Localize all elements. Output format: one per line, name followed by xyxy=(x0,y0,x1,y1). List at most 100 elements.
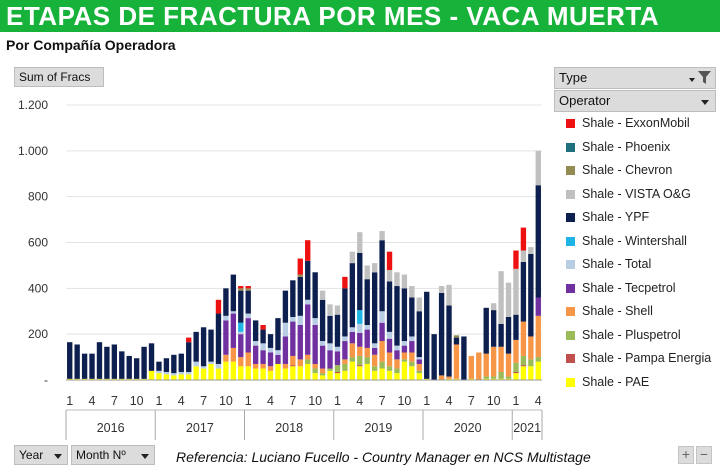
collapse-button[interactable]: − xyxy=(696,446,712,464)
value-field-button[interactable]: Sum of Fracs xyxy=(14,67,104,87)
y-tick-label: 600 xyxy=(28,236,48,250)
bar-segment xyxy=(416,357,422,360)
bar-segment xyxy=(468,378,475,380)
legend-field-button[interactable]: Operator xyxy=(554,90,716,112)
legend-item[interactable]: Shale - Pluspetrol xyxy=(566,326,681,344)
legend-item[interactable]: Shale - ExxonMobil xyxy=(566,114,690,132)
legend-item[interactable]: Shale - VISTA O&G xyxy=(566,185,691,203)
bar-segment xyxy=(305,354,311,360)
bar-segment xyxy=(386,338,393,353)
legend-item[interactable]: Shale - Pampa Energia xyxy=(566,349,711,367)
bar-segment xyxy=(357,252,363,311)
x-tick-label: 1 xyxy=(423,394,430,408)
x-tick-label: 4 xyxy=(89,394,96,408)
bar-segment xyxy=(327,368,333,371)
bar-segment xyxy=(208,361,214,364)
month-field-button[interactable]: Month Nº xyxy=(71,445,155,465)
bar-segment xyxy=(364,357,370,364)
bar-segment xyxy=(260,350,266,364)
x-tick-label: 7 xyxy=(289,394,296,408)
bar-segment xyxy=(498,346,504,372)
title-bar: ETAPAS DE FRACTURA POR MES - VACA MUERTA xyxy=(0,0,720,32)
y-tick-label: 1.000 xyxy=(18,144,48,158)
bar-segment xyxy=(364,325,370,330)
legend-item[interactable]: Shale - Wintershall xyxy=(566,232,687,250)
filter-field-label: Type xyxy=(559,70,588,85)
bar-segment xyxy=(409,297,415,337)
dropdown-arrow-icon[interactable] xyxy=(701,95,709,110)
bar-segment xyxy=(416,359,422,364)
dropdown-arrow-icon[interactable] xyxy=(54,450,62,464)
bar-segment xyxy=(186,371,192,375)
expand-button[interactable]: + xyxy=(678,446,694,464)
bar-segment xyxy=(386,352,393,367)
bar-segment xyxy=(327,315,333,344)
legend-item[interactable]: Shale - Shell xyxy=(566,302,653,320)
bar-segment xyxy=(349,331,356,344)
bar-segment xyxy=(267,370,274,380)
bar-segment xyxy=(297,276,303,316)
legend-item[interactable]: Shale - Phoenix xyxy=(566,138,670,156)
legend-label: Shale - YPF xyxy=(582,210,650,224)
bar-segment xyxy=(446,305,452,377)
bar-segment xyxy=(520,355,527,366)
filter-icon[interactable] xyxy=(698,71,711,87)
bar-segment xyxy=(297,359,303,367)
bar-segment xyxy=(305,359,311,364)
filter-field-button[interactable]: Type xyxy=(554,67,716,89)
bar-segment xyxy=(505,378,512,380)
legend-label: Shale - Tecpetrol xyxy=(582,280,676,295)
bar-segment xyxy=(394,286,400,346)
legend-label: Shale - Shell xyxy=(582,304,653,318)
bar-segment xyxy=(334,346,341,352)
bar-segment xyxy=(267,334,274,348)
x-tick-label: 7 xyxy=(468,394,475,408)
legend-item[interactable]: Shale - Tecpetrol xyxy=(566,279,676,297)
bar-segment xyxy=(223,288,229,316)
bar-segment xyxy=(126,355,132,379)
bar-segment xyxy=(409,361,415,367)
legend-item[interactable]: Shale - YPF xyxy=(566,208,649,226)
legend-label: Shale - Phoenix xyxy=(582,139,671,154)
bar-segment xyxy=(312,363,318,369)
bar-segment xyxy=(409,286,415,298)
bar-segment xyxy=(342,336,348,342)
bar-segment xyxy=(282,363,289,369)
legend-label: Shale - Chevron xyxy=(582,163,673,177)
bar-segment xyxy=(528,253,534,337)
bar-segment xyxy=(394,373,400,380)
x-tick-label: 10 xyxy=(308,394,322,408)
legend-item[interactable]: Shale - PAE xyxy=(566,373,649,391)
year-field-button[interactable]: Year xyxy=(14,445,68,465)
bar-segment xyxy=(349,361,356,380)
reference-note: Referencia: Luciano Fucello - Country Ma… xyxy=(176,449,591,465)
bar-segment xyxy=(342,288,348,337)
bar-segment xyxy=(260,368,266,380)
bar-segment xyxy=(424,378,430,380)
bar-segment xyxy=(520,321,527,356)
bar-segment xyxy=(409,352,415,362)
dropdown-arrow-icon[interactable] xyxy=(141,450,149,464)
year-label: 2019 xyxy=(364,421,392,435)
year-label: 2017 xyxy=(186,421,214,435)
bar-segment xyxy=(446,376,452,379)
bar-segment xyxy=(305,260,311,300)
bar-segment xyxy=(453,335,460,338)
dropdown-arrow-icon[interactable] xyxy=(689,72,695,87)
bar-segment xyxy=(275,354,281,364)
bar-segment xyxy=(193,366,199,380)
bar-segment xyxy=(431,334,437,380)
bar-segment xyxy=(498,271,504,324)
legend-item[interactable]: Shale - Total xyxy=(566,255,651,273)
bar-segment xyxy=(357,346,363,356)
legend-item[interactable]: Shale - Chevron xyxy=(566,161,672,179)
bar-segment xyxy=(334,305,341,315)
bar-segment xyxy=(200,366,207,369)
bar-segment xyxy=(290,280,296,317)
bar-segment xyxy=(416,311,422,358)
bar-segment xyxy=(416,363,422,371)
x-tick-label: 4 xyxy=(535,394,542,408)
bar-segment xyxy=(312,272,318,319)
bar-segment xyxy=(74,344,80,379)
bar-segment xyxy=(520,227,527,251)
